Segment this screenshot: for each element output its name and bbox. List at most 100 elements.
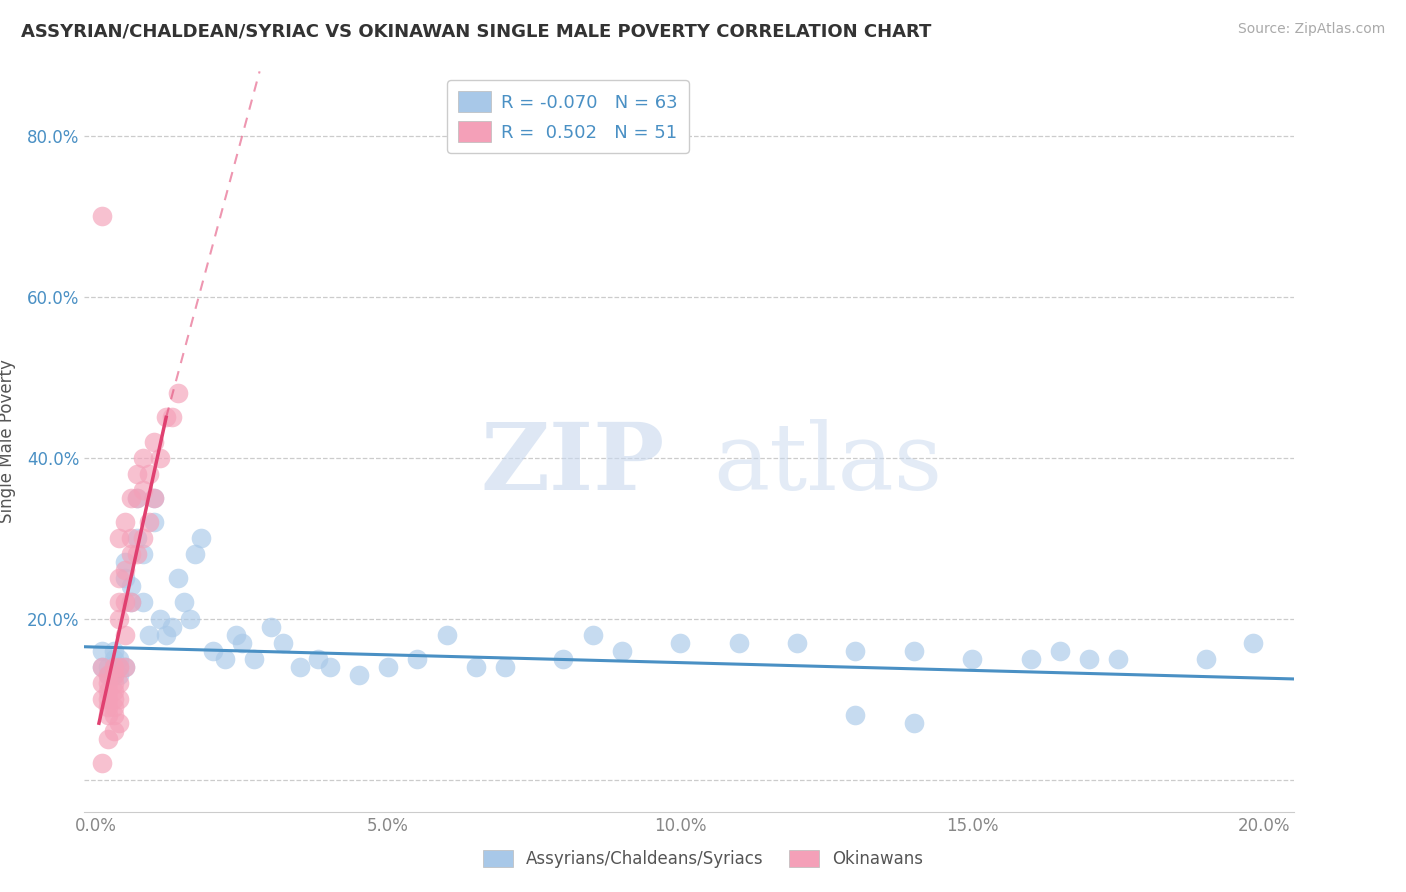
Point [610,644,633,658]
Point [160,619,183,633]
Point [155,628,177,642]
Point [108,660,131,674]
Y-axis label: Single Male Poverty: Single Male Poverty [0,359,15,524]
Point [260,619,283,633]
Point [143,491,166,505]
Point [108,571,131,585]
Point [125,531,148,545]
Point [97,692,120,706]
Point [108,652,131,666]
Point [581,628,603,642]
Point [214,652,236,666]
Point [1078,652,1101,666]
Point [120,547,142,561]
Point [120,595,142,609]
Point [90,209,112,223]
Point [1019,652,1042,666]
Point [132,450,155,465]
Point [143,515,166,529]
Point [108,676,131,690]
Point [97,684,120,698]
Point [307,652,329,666]
Point [138,467,160,481]
Point [166,571,188,585]
Point [114,515,136,529]
Text: Source: ZipAtlas.com: Source: ZipAtlas.com [1237,22,1385,37]
Point [103,684,125,698]
Text: ZIP: ZIP [481,418,665,508]
Point [125,467,148,481]
Point [727,636,749,650]
Point [132,595,155,609]
Point [903,716,925,731]
Point [103,668,125,682]
Point [108,660,131,674]
Point [786,636,808,650]
Point [190,531,212,545]
Point [1049,644,1071,658]
Point [138,515,160,529]
Point [553,652,575,666]
Point [179,611,201,625]
Point [125,547,148,561]
Point [90,660,112,674]
Point [114,628,136,642]
Point [90,676,112,690]
Point [166,386,188,401]
Point [155,410,177,425]
Legend: R = -0.070   N = 63, R =  0.502   N = 51: R = -0.070 N = 63, R = 0.502 N = 51 [447,80,689,153]
Point [114,660,136,674]
Point [103,644,125,658]
Point [184,547,207,561]
Point [225,628,247,642]
Point [103,724,125,739]
Point [103,708,125,723]
Point [347,668,370,682]
Point [108,595,131,609]
Point [143,491,166,505]
Text: atlas: atlas [713,418,942,508]
Point [90,756,112,771]
Point [231,636,253,650]
Point [143,434,166,449]
Point [103,692,125,706]
Point [669,636,692,650]
Point [103,676,125,690]
Point [1241,636,1264,650]
Point [436,628,458,642]
Point [318,660,340,674]
Point [90,660,112,674]
Point [160,410,183,425]
Point [125,491,148,505]
Point [97,676,120,690]
Point [290,660,312,674]
Point [844,708,866,723]
Legend: Assyrians/Chaldeans/Syriacs, Okinawans: Assyrians/Chaldeans/Syriacs, Okinawans [477,843,929,875]
Point [108,531,131,545]
Point [132,483,155,497]
Point [114,563,136,577]
Point [1107,652,1129,666]
Point [120,531,142,545]
Point [120,579,142,593]
Point [201,644,224,658]
Point [108,716,131,731]
Point [125,491,148,505]
Point [97,700,120,714]
Point [103,700,125,714]
Point [173,595,195,609]
Point [271,636,294,650]
Point [1195,652,1218,666]
Point [406,652,429,666]
Point [132,531,155,545]
Point [960,652,983,666]
Point [242,652,264,666]
Point [97,668,120,682]
Point [108,611,131,625]
Point [103,668,125,682]
Point [132,547,155,561]
Point [114,555,136,569]
Point [120,595,142,609]
Point [114,571,136,585]
Point [377,660,399,674]
